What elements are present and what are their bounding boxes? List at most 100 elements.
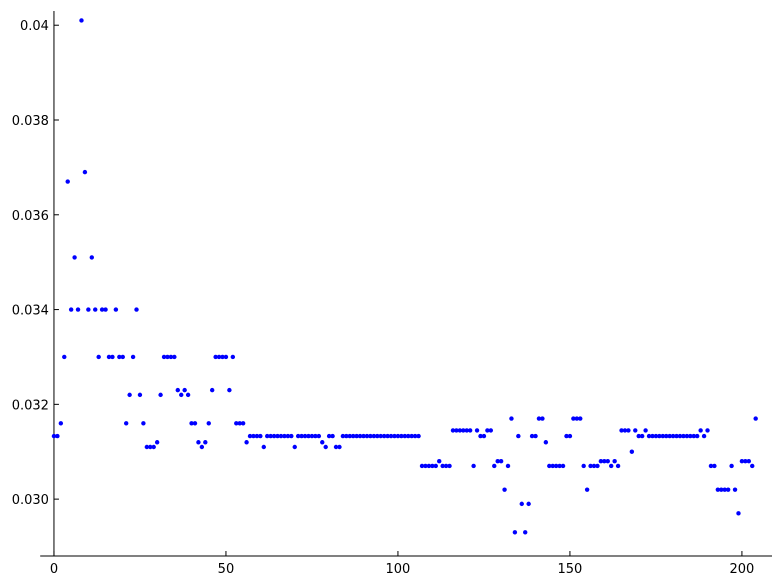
point	[330, 433, 335, 439]
point	[351, 433, 356, 439]
y-tick-label: 0.030	[12, 493, 49, 508]
point	[430, 463, 435, 469]
point	[664, 433, 669, 439]
point	[729, 463, 734, 469]
y-tick-label: 0.034	[12, 304, 49, 319]
point	[375, 433, 380, 439]
point	[62, 354, 67, 360]
point	[684, 433, 690, 439]
point	[316, 433, 322, 439]
point	[220, 354, 225, 360]
point	[282, 433, 287, 439]
point	[364, 433, 370, 439]
point	[385, 433, 390, 439]
point	[695, 433, 700, 439]
point	[588, 463, 593, 469]
point	[388, 433, 394, 439]
point	[168, 354, 174, 360]
point	[89, 255, 94, 260]
point	[677, 433, 683, 439]
point	[326, 433, 332, 439]
point	[474, 428, 480, 433]
point	[557, 463, 562, 469]
y-tick-label: 0.032	[12, 398, 49, 413]
point	[464, 428, 469, 433]
point	[227, 387, 232, 393]
point	[251, 433, 256, 439]
point	[471, 463, 476, 469]
point	[254, 433, 260, 439]
point	[381, 433, 387, 439]
point	[719, 487, 724, 492]
point	[646, 433, 652, 439]
point	[450, 428, 456, 433]
point	[643, 428, 648, 433]
x-tick-label: 100	[386, 562, 411, 577]
point	[368, 433, 373, 439]
point	[265, 433, 270, 439]
point	[691, 433, 696, 439]
point	[392, 433, 397, 439]
point	[354, 433, 359, 439]
point	[598, 459, 604, 464]
point	[467, 428, 473, 433]
point	[275, 433, 280, 439]
point	[323, 444, 328, 450]
point	[213, 354, 218, 360]
point	[347, 433, 352, 439]
point	[540, 416, 545, 421]
point	[230, 354, 236, 360]
point	[732, 487, 738, 492]
point	[750, 463, 755, 469]
point	[419, 463, 425, 469]
point	[93, 307, 98, 312]
x-tick-label: 200	[730, 562, 755, 577]
point	[533, 433, 538, 439]
point	[120, 354, 125, 360]
point	[103, 307, 108, 312]
point	[141, 421, 146, 426]
point	[416, 433, 421, 439]
point	[223, 354, 229, 360]
point	[529, 433, 535, 439]
point	[209, 387, 215, 393]
point	[639, 433, 645, 439]
point	[289, 433, 294, 439]
point	[199, 444, 205, 450]
point	[51, 433, 57, 439]
point	[629, 449, 635, 454]
point	[485, 428, 490, 433]
x-tick-label: 0	[50, 562, 58, 577]
point	[261, 444, 266, 450]
point	[715, 487, 721, 492]
point	[179, 392, 184, 398]
point	[161, 354, 167, 360]
point	[320, 440, 325, 445]
point	[185, 392, 191, 398]
point	[492, 463, 497, 469]
point	[488, 428, 494, 433]
point	[574, 416, 580, 421]
point	[681, 433, 686, 439]
point	[113, 307, 119, 312]
point	[550, 463, 555, 469]
point	[478, 433, 483, 439]
point	[378, 433, 383, 439]
point	[605, 459, 610, 464]
x-tick-label: 50	[218, 562, 235, 577]
point	[137, 392, 143, 398]
point	[595, 463, 600, 469]
point	[612, 459, 617, 464]
point	[512, 530, 518, 535]
point	[505, 463, 511, 469]
point	[653, 433, 659, 439]
point	[148, 444, 153, 450]
point	[722, 487, 727, 492]
point	[509, 416, 514, 421]
point	[746, 459, 752, 464]
point	[536, 416, 542, 421]
y-tick-label: 0.038	[12, 114, 49, 129]
point	[337, 444, 342, 450]
point	[130, 354, 136, 360]
